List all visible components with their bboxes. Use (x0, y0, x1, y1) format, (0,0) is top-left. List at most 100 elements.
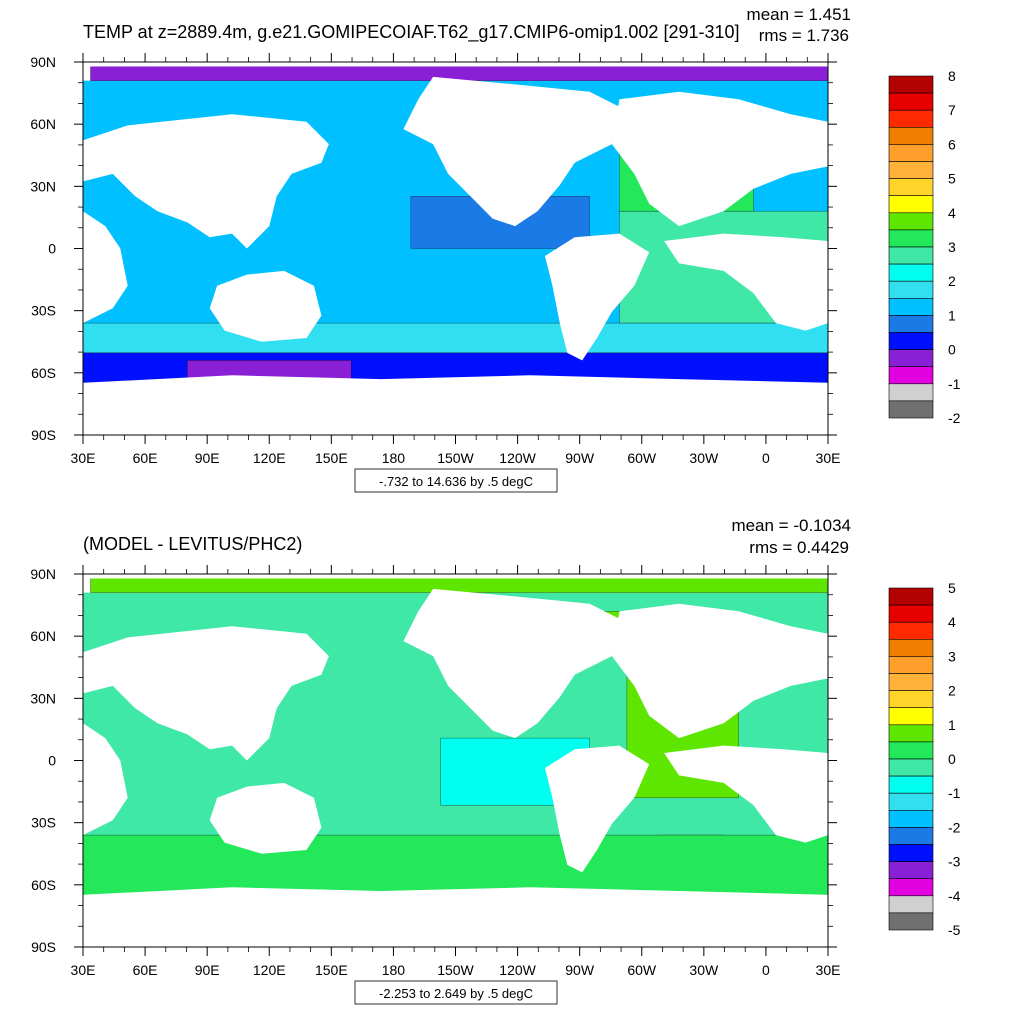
land-africa (83, 211, 128, 324)
rms-value: rms = 0.4429 (749, 538, 849, 557)
colorbar-swatch (888, 895, 934, 914)
x-tick-label: 150E (315, 962, 348, 978)
field-arctic-diff (90, 577, 829, 593)
x-tick-label: 150E (315, 450, 348, 466)
land-australia (209, 782, 322, 854)
y-tick-label: 30S (31, 303, 56, 319)
x-tick-label: 30W (689, 962, 719, 978)
colorbar-swatch (888, 109, 934, 128)
y-tick-label: 30N (30, 690, 56, 706)
x-tick-label: 150W (437, 962, 474, 978)
colorbar-label: -2 (948, 410, 961, 426)
colorbar-label: -4 (948, 888, 961, 904)
land-africa (83, 723, 128, 836)
land-europe (611, 91, 828, 227)
colorbar-swatch (888, 861, 934, 879)
colorbar-swatch (888, 587, 934, 606)
y-tick-label: 90N (30, 54, 56, 70)
land-polar-cap (83, 574, 828, 579)
colorbar-swatch (888, 144, 934, 162)
colorbar-label: -5 (948, 922, 961, 938)
colorbar-swatch (888, 195, 934, 214)
colorbar-label: 4 (948, 614, 956, 630)
field-southern-ocean-band (82, 322, 829, 354)
field-arctic (90, 65, 829, 81)
land-namerica (403, 76, 620, 227)
land-asia (83, 626, 329, 761)
colorbar-swatch (888, 349, 934, 368)
colorbar-swatch (888, 332, 934, 350)
colorbar-swatch (888, 383, 934, 402)
mean-value: mean = -0.1034 (731, 516, 851, 535)
land-samerica (544, 233, 650, 361)
x-tick-label: 90W (565, 450, 595, 466)
colorbar-swatch (888, 280, 934, 299)
y-tick-label: 90N (30, 566, 56, 582)
colorbar-label: -2 (948, 819, 961, 835)
y-tick-label: 0 (48, 241, 56, 257)
colorbar-label: 3 (948, 648, 956, 664)
colorbar-swatch (888, 878, 934, 897)
contour-info: -2.253 to 2.649 by .5 degC (379, 986, 533, 1001)
x-tick-label: 150W (437, 450, 474, 466)
colorbar-swatch (888, 656, 934, 674)
y-tick-label: 30N (30, 178, 56, 194)
land-europe (611, 603, 828, 739)
contour-info-box (354, 980, 558, 1005)
land-antarctica (83, 375, 828, 435)
x-tick-label: 30E (816, 962, 841, 978)
colorbar-swatch (888, 827, 934, 845)
colorbar-swatch (888, 246, 934, 265)
colorbar-swatch (888, 621, 934, 640)
colorbar: 8 7 6 5 4 3 2 1 0 -1 -2 (888, 68, 961, 426)
colorbar-swatch (888, 315, 934, 333)
land-australia (209, 270, 322, 342)
colorbar-swatch (888, 638, 934, 657)
colorbar-label: 6 (948, 136, 956, 152)
land-wafrica (664, 233, 828, 331)
field-southern-ocean-diff (82, 834, 829, 896)
colorbar-swatch (888, 792, 934, 811)
y-tick-label: 0 (48, 753, 56, 769)
map-panel-2: 30E 60E 90E 120E 150E 180 150W 120W 90W 60W 30W 0 30… (30, 516, 961, 1005)
colorbar-swatch (888, 724, 934, 743)
colorbar-swatch (888, 741, 934, 760)
land-namerica (403, 588, 620, 739)
colorbar-swatch (888, 127, 934, 145)
y-tick-label: 60S (31, 365, 56, 381)
colorbar-label: 1 (948, 307, 956, 323)
mean-value: mean = 1.451 (747, 5, 851, 24)
x-tick-label: 30E (816, 450, 841, 466)
colorbar-swatch (888, 212, 934, 231)
colorbar-swatch (888, 758, 934, 777)
colorbar-swatch (888, 366, 934, 385)
colorbar-swatch (888, 400, 934, 419)
colorbar-swatch (888, 263, 934, 282)
colorbar-label: 7 (948, 102, 956, 118)
x-tick-label: 90E (195, 962, 220, 978)
land-antarctica (83, 887, 828, 947)
x-tick-label: 90W (565, 962, 595, 978)
x-tick-label: 60E (133, 962, 158, 978)
rms-value: rms = 1.736 (759, 26, 849, 45)
colorbar-swatch (888, 912, 934, 931)
colorbar-swatch (888, 775, 934, 794)
colorbar-label: -3 (948, 854, 961, 870)
y-tick-label: 90S (31, 427, 56, 443)
colorbar-swatch (888, 844, 934, 862)
land-wafrica (664, 745, 828, 843)
colorbar-label: 4 (948, 205, 956, 221)
colorbar-swatch (888, 297, 934, 316)
x-tick-label: 180 (382, 450, 406, 466)
colorbar-swatch (888, 178, 934, 197)
colorbar-swatch (888, 707, 934, 726)
y-tick-label: 60N (30, 116, 56, 132)
colorbar-label: 3 (948, 239, 956, 255)
x-tick-label: 60W (627, 450, 657, 466)
x-tick-label: 30E (71, 962, 96, 978)
x-tick-label: 90E (195, 450, 220, 466)
colorbar-swatch (888, 690, 934, 708)
x-tick-label: 0 (762, 450, 770, 466)
x-tick-label: 0 (762, 962, 770, 978)
